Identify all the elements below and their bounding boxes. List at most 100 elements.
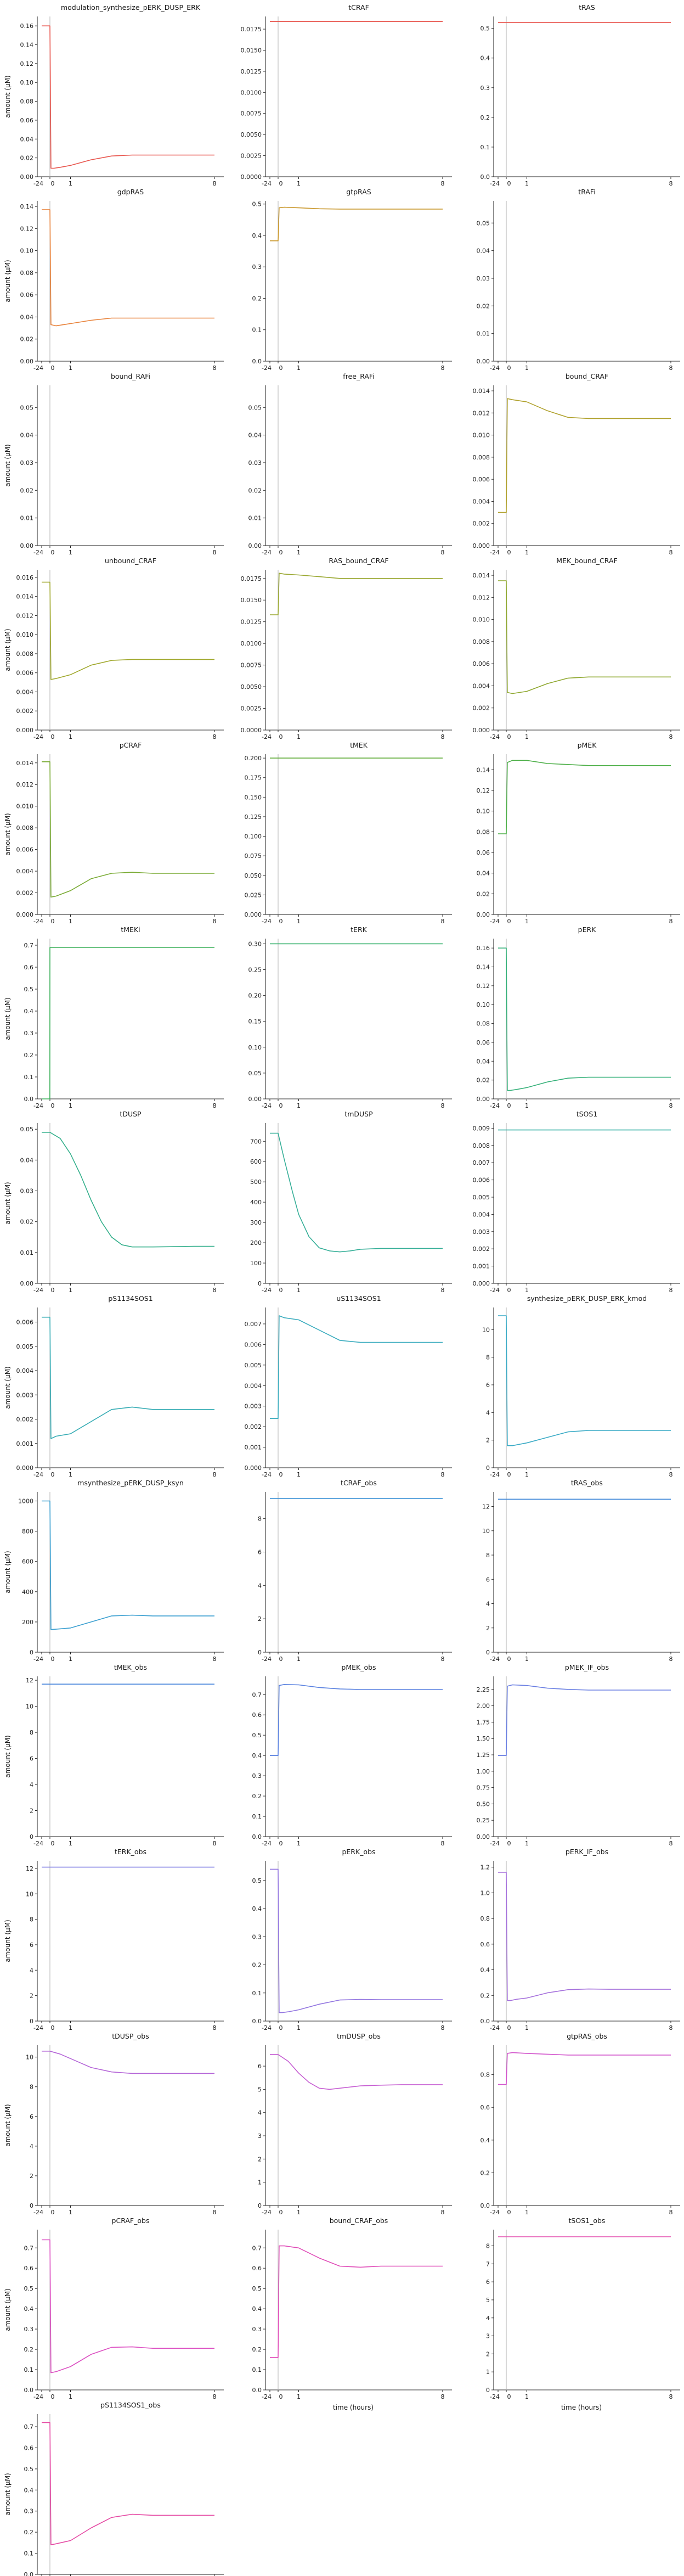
- series-line: [270, 1868, 443, 2013]
- x-tick-label: 0: [51, 2209, 55, 2216]
- x-tick-label: 0: [279, 733, 283, 740]
- x-tick-label: 1: [525, 918, 529, 925]
- subplot-title: free_RAFi: [343, 372, 374, 380]
- y-tick-label: 4: [30, 1781, 33, 1788]
- y-tick-label: 6: [258, 2063, 262, 2070]
- y-tick-label: 1.2: [481, 1864, 490, 1871]
- y-tick-label: 0.000: [473, 542, 490, 549]
- subplot-36: pCRAF_obs 0.0 0.1 0.2 0.3 0.4 0.5 0.6 0.7 -24 0 1 8 a…: [4, 2216, 224, 2400]
- x-tick-label: 1: [525, 1287, 529, 1294]
- x-tick-label: 8: [213, 364, 217, 372]
- series-line: [270, 1684, 443, 1756]
- x-tick-label: 8: [669, 1287, 673, 1294]
- y-tick-label: 6: [486, 2278, 490, 2286]
- subplot-39: pS1134SOS1_obs0.00.10.20.30.40.50.60.7-2…: [4, 2401, 224, 2576]
- y-tick-label: 0.0: [24, 2387, 34, 2394]
- x-tick-label: 8: [213, 1102, 217, 1109]
- x-tick-label: 8: [669, 180, 673, 187]
- x-tick-label: -24: [262, 1287, 272, 1294]
- subplot-title: MEK_bound_CRAF: [556, 557, 617, 565]
- y-tick-label: 0.002: [16, 1416, 34, 1423]
- y-tick-label: 10: [482, 1326, 490, 1333]
- subplot-title: tMEKi: [121, 925, 140, 934]
- y-tick-label: 600: [250, 1158, 262, 1165]
- y-tick-label: 0.3: [252, 1933, 262, 1940]
- y-tick-label: 8: [30, 2084, 33, 2091]
- y-tick-label: 0.008: [473, 454, 490, 461]
- x-tick-label: 8: [669, 1655, 673, 1663]
- x-tick-label: 1: [525, 2209, 529, 2216]
- x-tick-label: 1: [69, 180, 72, 187]
- x-tick-label: 0: [507, 1655, 511, 1663]
- y-tick-label: 0.16: [477, 945, 490, 952]
- y-tick-label: 0.03: [477, 275, 490, 282]
- subplot-title: tCRAF: [348, 3, 369, 12]
- y-tick-label: 0.4: [252, 1905, 262, 1912]
- y-tick-label: 0.0075: [241, 110, 262, 117]
- subplot-title: tMEK_obs: [114, 1663, 147, 1671]
- x-tick-label: -24: [262, 2024, 272, 2031]
- y-tick-label: 0.5: [24, 2466, 34, 2473]
- y-tick-label: 0.1: [24, 2366, 34, 2373]
- y-tick-label: 0.16: [20, 23, 34, 30]
- series-line: [270, 2245, 443, 2358]
- y-tick-label: 10: [26, 1703, 33, 1710]
- y-tick-label: 0.0: [481, 2202, 490, 2209]
- y-tick-label: 6: [486, 1382, 490, 1389]
- y-tick-label: 2: [486, 1437, 490, 1444]
- x-tick-label: 0: [51, 733, 55, 740]
- y-tick-label: 0.150: [245, 794, 262, 801]
- y-tick-label: 12: [482, 1503, 490, 1511]
- x-tick-label: 0: [51, 1287, 55, 1294]
- y-tick-label: 0.04: [477, 1058, 490, 1065]
- y-tick-label: 0.0100: [241, 89, 262, 96]
- y-tick-label: 0.02: [477, 890, 490, 897]
- y-tick-label: 0.04: [477, 248, 490, 255]
- subplot-title: tMEK: [350, 741, 368, 749]
- y-tick-label: 0.10: [20, 79, 34, 86]
- y-tick-label: 0.14: [477, 964, 490, 971]
- series-line: [42, 761, 214, 898]
- y-tick-label: 0: [30, 2202, 33, 2209]
- y-tick-label: 0.00: [248, 542, 262, 549]
- y-tick-label: 0.010: [16, 631, 34, 638]
- y-tick-label: 8: [486, 1354, 490, 1361]
- x-tick-label: 1: [297, 733, 301, 740]
- subplot-title: pCRAF: [120, 741, 142, 749]
- y-tick-label: 0.001: [16, 1440, 34, 1447]
- y-tick-label: 0.05: [20, 404, 34, 411]
- y-tick-label: 0.01: [20, 515, 34, 522]
- y-tick-label: 0.03: [20, 459, 34, 467]
- x-tick-label: 8: [669, 1840, 673, 1847]
- y-tick-label: 0.1: [252, 2366, 262, 2373]
- y-tick-label: 0.006: [473, 1177, 490, 1184]
- x-tick-label: 8: [441, 1471, 445, 1478]
- y-tick-label: 8: [30, 1729, 33, 1736]
- y-tick-label: 0.05: [248, 404, 262, 411]
- series-line: [42, 209, 214, 327]
- x-tick-label: 1: [525, 2393, 529, 2400]
- y-tick-label: 0.4: [24, 2487, 34, 2494]
- y-axis-label: amount (µM): [4, 444, 12, 486]
- y-tick-label: 0.10: [20, 248, 34, 255]
- y-tick-label: 4: [486, 2315, 490, 2322]
- y-axis-label: amount (µM): [4, 260, 12, 302]
- subplot-22: uS1134SOS1 0.000 0.001 0.002 0.003 0.004 0.005…: [245, 1294, 452, 1478]
- y-tick-label: 0.02: [477, 302, 490, 310]
- y-tick-label: 4: [258, 2109, 262, 2117]
- y-tick-label: 0.14: [477, 766, 490, 773]
- x-tick-label: -24: [490, 2024, 500, 2031]
- y-tick-label: 5: [486, 2297, 490, 2304]
- y-tick-label: 0.6: [481, 1941, 490, 1948]
- y-tick-label: 0.002: [473, 520, 490, 527]
- subplot-title: pMEK: [578, 741, 597, 749]
- x-tick-label: 8: [669, 1471, 673, 1478]
- x-tick-label: 8: [213, 2209, 217, 2216]
- y-tick-label: 0.2: [24, 1052, 34, 1059]
- x-tick-label: 1: [69, 1287, 72, 1294]
- x-tick-label: 0: [507, 364, 511, 372]
- subplot-17: pERK 0.00 0.02 0.04 0.06 0.08 0.10 0.12 0.14 0.16…: [477, 925, 680, 1109]
- y-tick-label: 0.14: [20, 203, 34, 210]
- series-line: [498, 1315, 671, 1446]
